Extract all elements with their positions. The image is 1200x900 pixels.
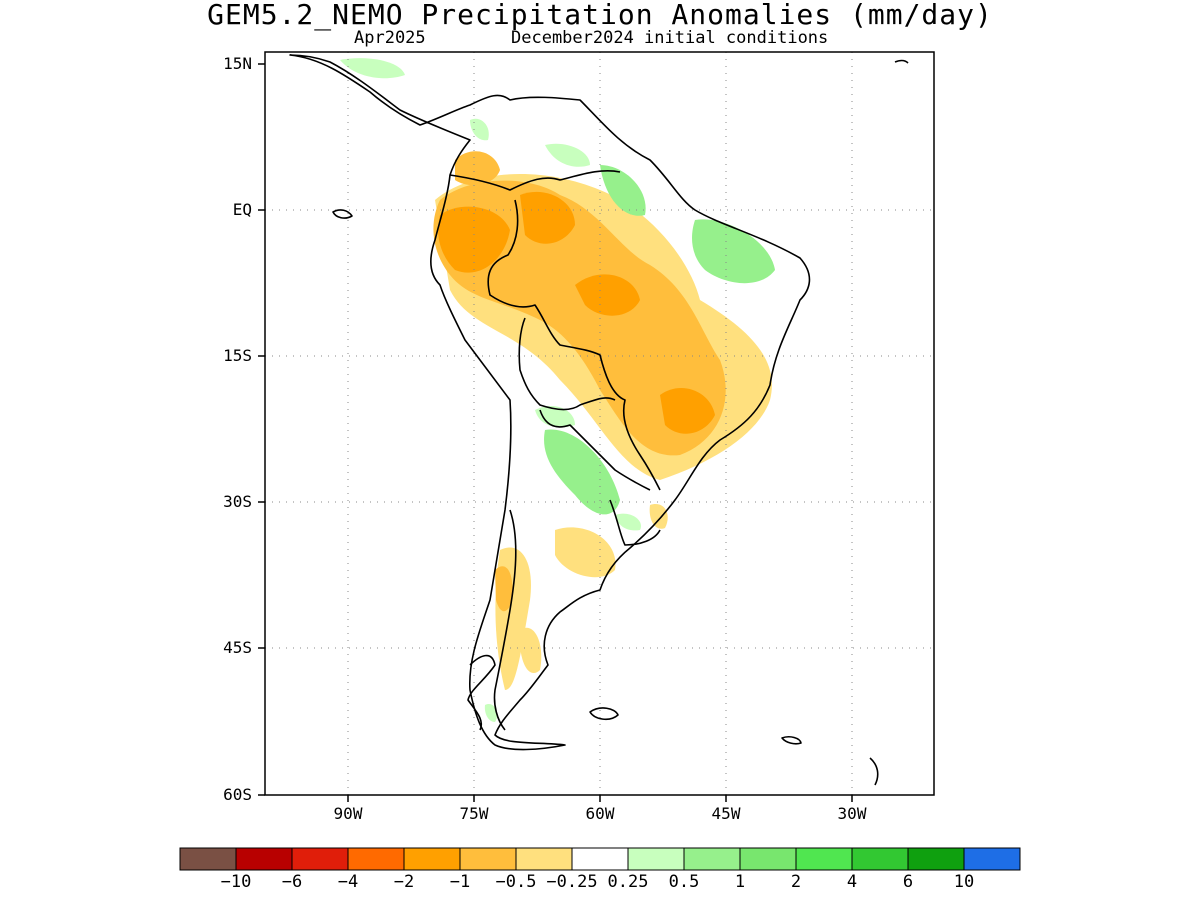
coastline <box>289 54 909 786</box>
colorbar-label: −10 <box>220 872 252 892</box>
colorbar-label: −6 <box>281 872 303 892</box>
colorbar-label: 0.25 <box>607 872 649 892</box>
map-content <box>265 52 934 795</box>
colorbar-swatch <box>347 847 405 871</box>
colorbar-label: 2 <box>790 872 802 892</box>
colorbar-swatch <box>627 847 685 871</box>
lon-label-60w: 60W <box>585 804 615 823</box>
colorbar-swatch <box>907 847 965 871</box>
colorbar-label: 6 <box>902 872 914 892</box>
colorbar-swatch <box>963 847 1021 871</box>
lat-label-60s: 60S <box>223 785 252 804</box>
colorbar-label: 0.5 <box>668 872 700 892</box>
map-title: GEM5.2_NEMO Precipitation Anomalies (mm/… <box>207 0 993 31</box>
lat-label-15n: 15N <box>223 54 252 73</box>
colorbar-swatch <box>851 847 909 871</box>
colorbar-swatch <box>403 847 461 871</box>
lon-label-45w: 45W <box>711 804 741 823</box>
colorbar-swatch <box>739 847 797 871</box>
lat-label-30s: 30S <box>223 492 252 511</box>
colorbar-swatch <box>291 847 349 871</box>
colorbar-label: 10 <box>953 872 975 892</box>
colorbar-swatch <box>235 847 293 871</box>
colorbar-swatch <box>683 847 741 871</box>
lon-label-75w: 75W <box>459 804 489 823</box>
colorbar-label: −1 <box>449 872 471 892</box>
lat-label-eq: EQ <box>232 200 252 219</box>
graticule <box>265 52 934 795</box>
lat-label-45s: 45S <box>223 638 252 657</box>
colorbar-swatch <box>459 847 517 871</box>
lat-label-15s: 15S <box>223 346 252 365</box>
wet-anomalies <box>340 58 775 722</box>
colorbar-swatch <box>515 847 573 871</box>
colorbar-label: −4 <box>337 872 359 892</box>
colorbar-swatch <box>179 847 237 871</box>
lon-label-90w: 90W <box>333 804 363 823</box>
colorbar-label: 4 <box>846 872 858 892</box>
colorbar-label: −0.5 <box>495 872 537 892</box>
colorbar-label: −2 <box>393 872 415 892</box>
axis-ticks <box>258 63 853 802</box>
colorbar-swatch <box>571 847 629 871</box>
dry-anomalies <box>433 151 772 690</box>
colorbar-label: 1 <box>734 872 746 892</box>
colorbar <box>179 847 1021 871</box>
initial-conditions: December2024 initial conditions <box>511 28 829 48</box>
lon-label-30w: 30W <box>837 804 867 823</box>
forecast-month: Apr2025 <box>354 28 426 48</box>
colorbar-swatch <box>795 847 853 871</box>
colorbar-label: −0.25 <box>546 872 598 892</box>
